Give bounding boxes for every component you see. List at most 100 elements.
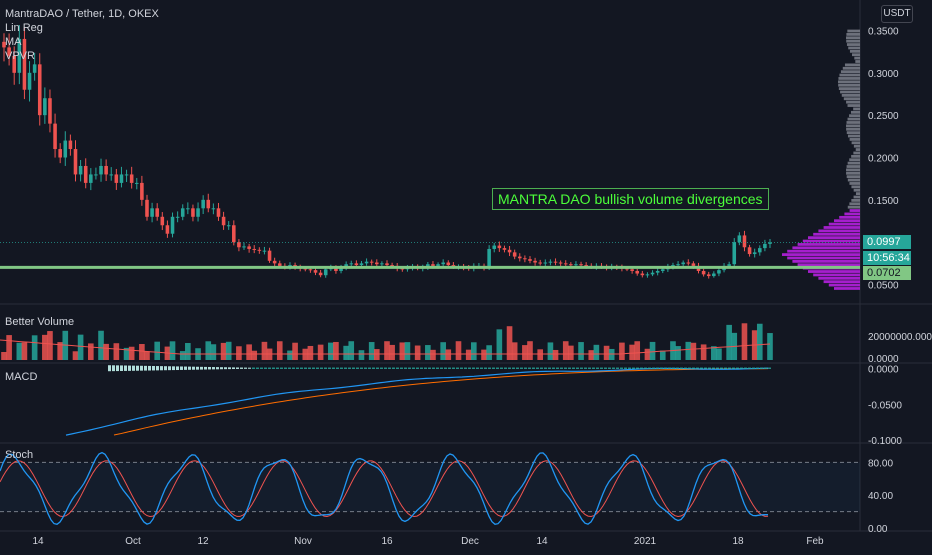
macd-histogram-bar — [372, 367, 375, 369]
candle-body — [374, 262, 379, 265]
macd-histogram-bar — [492, 367, 495, 369]
candle-body — [676, 264, 680, 266]
indicator-linreg[interactable]: Lin Reg — [5, 22, 43, 34]
volume-bar — [307, 345, 314, 360]
candle-body — [385, 263, 389, 266]
vpvr-bar — [846, 39, 860, 43]
candle-body — [334, 267, 338, 271]
candle-body — [747, 247, 752, 255]
volume-bar — [425, 345, 431, 360]
volume-bar — [328, 342, 334, 360]
vpvr-bar — [853, 188, 860, 192]
vpvr-bar — [828, 283, 860, 287]
candle-body — [701, 270, 706, 275]
macd-histogram-bar — [272, 367, 275, 369]
macd-histogram-bar — [148, 365, 151, 371]
volume-bar — [6, 335, 12, 360]
candle-body — [441, 262, 445, 265]
macd-histogram-bar — [188, 366, 191, 370]
volume-bar — [603, 345, 610, 360]
macd-histogram-bar — [236, 367, 239, 369]
volume-bar — [348, 341, 355, 360]
vpvr-bar — [851, 154, 860, 158]
macd-histogram-bar — [280, 367, 283, 369]
candle-body — [717, 270, 721, 274]
candle-body — [124, 174, 129, 176]
macd-histogram-bar — [496, 367, 499, 369]
last-price-label: 0.0997 — [863, 235, 911, 249]
candle-body — [574, 264, 578, 266]
macd-histogram-bar — [716, 367, 719, 369]
indicator-vpvr[interactable]: VPVR — [5, 50, 35, 62]
indicator-ma[interactable]: MA — [5, 36, 22, 48]
macd-histogram-bar — [368, 367, 371, 369]
candle-body — [277, 263, 282, 266]
volume-bar — [276, 341, 283, 360]
candle-body — [732, 242, 737, 265]
macd-histogram-bar — [704, 367, 707, 369]
macd-histogram-bar — [536, 367, 539, 369]
macd-histogram-bar — [708, 367, 711, 369]
macd-histogram-bar — [484, 367, 487, 369]
annotation-label[interactable]: MANTRA DAO bullish volume divergences — [492, 188, 769, 210]
candle-body — [553, 261, 558, 263]
candle-body — [446, 262, 451, 266]
candle-body — [252, 248, 257, 250]
vpvr-bar — [847, 161, 860, 165]
candle-body — [63, 140, 68, 158]
vpvr-bar — [813, 273, 860, 277]
macd-histogram-bar — [264, 367, 267, 369]
macd-histogram-bar — [320, 367, 323, 369]
macd-histogram-bar — [632, 367, 635, 369]
macd-histogram-bar — [440, 367, 443, 369]
macd-histogram-bar — [112, 365, 115, 372]
candle-body — [640, 273, 645, 276]
volume-bar — [358, 350, 365, 360]
candle-body — [170, 216, 175, 234]
candle-body — [645, 274, 650, 276]
macd-histogram-bar — [108, 365, 111, 372]
macd-histogram-bar — [152, 365, 155, 371]
candle-body — [318, 272, 323, 276]
volume-bar — [685, 341, 692, 360]
vpvr-bar — [808, 270, 860, 273]
macd-histogram-bar — [120, 365, 123, 372]
candle-body — [625, 268, 629, 270]
macd-histogram-bar — [176, 366, 179, 371]
volume-bar — [154, 341, 161, 360]
macd-histogram-bar — [284, 367, 287, 369]
macd-histogram-bar — [424, 367, 427, 369]
volume-bar — [593, 344, 600, 360]
macd-histogram-bar — [636, 367, 639, 369]
vpvr-bar — [839, 215, 860, 219]
macd-histogram-bar — [588, 367, 591, 369]
volume-bar — [496, 329, 503, 360]
stoch-tick-label: 80.00 — [868, 458, 893, 469]
vpvr-bar — [844, 63, 860, 67]
macd-histogram-bar — [156, 366, 159, 371]
macd-histogram-bar — [756, 367, 759, 369]
volume-bar — [317, 344, 324, 360]
volume-bar — [756, 323, 763, 360]
macd-histogram-bar — [160, 366, 163, 371]
candle-body — [226, 225, 231, 227]
volume-bar — [220, 342, 227, 360]
macd-histogram-bar — [688, 367, 691, 369]
macd-histogram-bar — [560, 367, 563, 369]
vpvr-bar — [838, 77, 860, 80]
macd-histogram-bar — [628, 367, 631, 369]
macd-histogram-bar — [528, 367, 531, 369]
vpvr-bar — [838, 83, 860, 87]
macd-histogram-bar — [668, 367, 671, 369]
currency-button[interactable]: USDT — [881, 5, 913, 23]
macd-histogram-bar — [580, 367, 583, 369]
candle-body — [109, 174, 114, 176]
vpvr-bar — [847, 117, 860, 121]
macd-histogram-bar — [140, 365, 143, 371]
x-axis-tick-label: 12 — [197, 536, 209, 547]
volume-bar — [185, 343, 191, 360]
volume-bar — [31, 335, 38, 360]
candle-body — [763, 243, 767, 249]
candle-body — [99, 165, 103, 175]
